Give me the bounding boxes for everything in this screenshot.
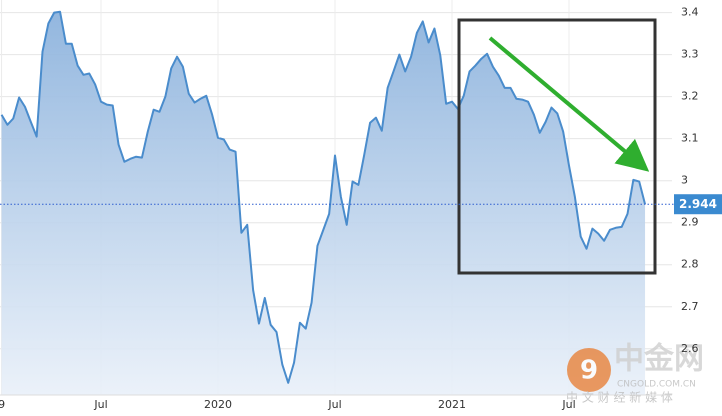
watermark-slogan: 中 文 财 经 新 媒 体 — [566, 390, 673, 405]
watermark-brand: 中金网 — [614, 342, 704, 377]
y-tick-label: 3.4 — [681, 6, 699, 19]
plot — [0, 10, 647, 396]
area — [1, 11, 646, 396]
watermark: 9 中金网 CNGOLD.COM.CN 中 文 财 经 新 媒 体 — [566, 342, 704, 405]
y-tick-label: 2.7 — [681, 300, 699, 313]
annotation-box — [457, 18, 657, 275]
last-value-box — [674, 194, 722, 215]
line — [0, 10, 647, 384]
y-tick-label: 3.1 — [681, 132, 699, 145]
watermark-logo — [567, 348, 611, 392]
y-tick-label: 3.2 — [681, 90, 699, 103]
watermark-logo-mark: 9 — [580, 356, 598, 386]
x-tick-label: 2020 — [204, 398, 232, 411]
y-tick-label: 2.8 — [681, 258, 699, 271]
last-value-label: 2.944 — [679, 197, 717, 211]
y-tick-label: 3.3 — [681, 48, 699, 61]
watermark-site: CNGOLD.COM.CN — [617, 380, 696, 390]
x-tick-label: 2021 — [438, 398, 466, 411]
y-tick-label: 3 — [681, 174, 688, 187]
annotation-arrow — [488, 36, 650, 172]
x-tick-label: Jul — [561, 398, 575, 411]
y-tick-label: 2.6 — [681, 342, 699, 355]
x-tick-label: Jul — [93, 398, 107, 411]
y-tick-label: 2.9 — [681, 216, 699, 229]
x-tick-label: Jul — [327, 398, 341, 411]
x-tick-label: 9 — [0, 398, 5, 411]
